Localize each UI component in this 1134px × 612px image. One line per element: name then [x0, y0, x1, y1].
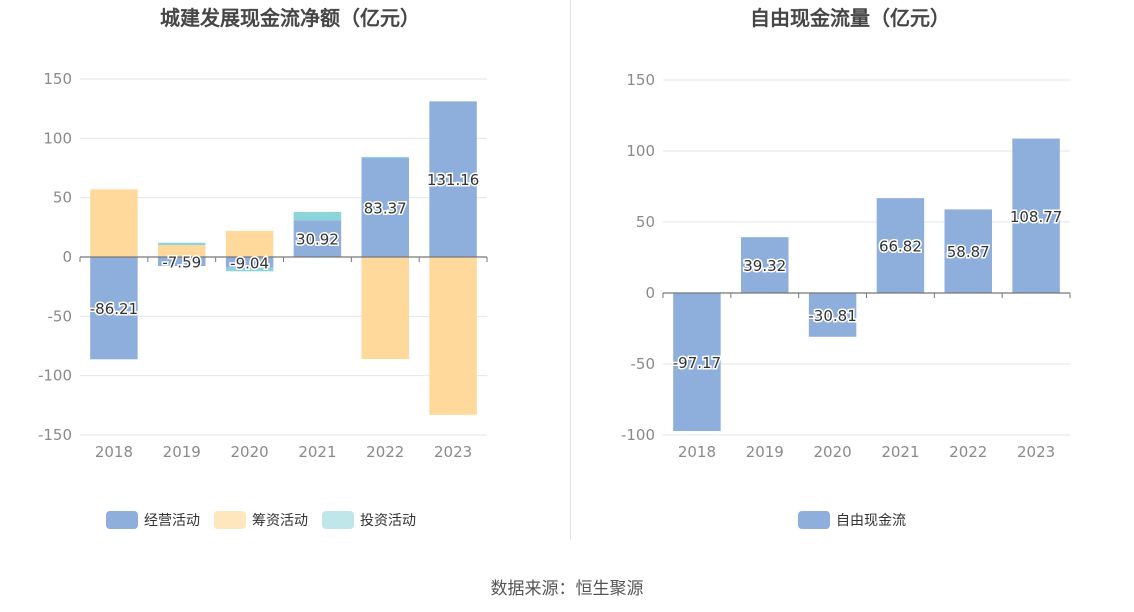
legend-label-free-cf: 自由现金流: [836, 513, 906, 529]
bar-cashflow-s1-2018: [90, 189, 138, 257]
y-tick-label: 0: [645, 284, 655, 302]
bar-freecf-s0-2020: [808, 293, 857, 337]
y-tick-label: -150: [38, 426, 72, 444]
x-tick-label: 2020: [813, 443, 851, 461]
cash-flow-net-chart: 150 100 50 0 -50 -100 -150 2018 2019 2020 2021 2022…: [38, 70, 488, 461]
legend-swatch-investing: [322, 511, 354, 529]
data-label: -86.21: [90, 300, 138, 318]
chart-divider: [570, 0, 571, 540]
legend-swatch-financing: [214, 511, 246, 529]
bar-cashflow-s2-2022: [361, 156, 409, 159]
free-cash-flow-chart: 150 100 50 0 -50 -100 2018 2019 2020 2021 2022 2023…: [621, 71, 1071, 461]
bar-cashflow-s0-2019: [158, 257, 206, 267]
data-label: -9.04: [230, 254, 269, 272]
data-label: 108.77: [1010, 208, 1062, 226]
x-tick-label: 2018: [678, 443, 716, 461]
data-label: 131.16: [427, 171, 480, 189]
legend-swatch-free-cf: [798, 511, 830, 529]
left-chart-legend: 经营活动 筹资活动 投资活动: [106, 510, 430, 530]
y-tick-label: 150: [626, 71, 655, 89]
legend-swatch-operating: [106, 511, 138, 529]
x-tick-label: 2019: [746, 443, 784, 461]
y-tick-label: -50: [631, 355, 656, 373]
bar-freecf-s0-2019: [741, 237, 789, 293]
data-label: 58.87: [947, 243, 990, 261]
legend-item-investing[interactable]: 投资活动: [322, 510, 416, 530]
left-chart-title: 城建发展现金流净额（亿元）: [160, 6, 420, 30]
data-source-note: 数据来源：恒生聚源: [490, 579, 644, 599]
bar-cashflow-s0-2020: [225, 257, 274, 268]
right-chart-legend: 自由现金流: [798, 510, 920, 530]
bar-cashflow-s1-2019: [158, 245, 206, 257]
bar-freecf-s0-2022: [944, 209, 992, 293]
data-label: -7.59: [162, 254, 201, 272]
legend-item-financing[interactable]: 筹资活动: [214, 510, 308, 530]
right-chart-title: 自由现金流量（亿元）: [750, 6, 950, 30]
x-tick-label: 2018: [95, 443, 133, 461]
legend-item-operating[interactable]: 经营活动: [106, 510, 200, 530]
legend-item-free-cf[interactable]: 自由现金流: [798, 510, 906, 530]
data-label: -30.81: [808, 307, 856, 325]
bar-cashflow-s0-2023: [429, 101, 477, 257]
x-tick-label: 2022: [366, 443, 404, 461]
bar-cashflow-s2-2021: [293, 212, 342, 221]
bar-cashflow-s1-2020: [225, 230, 274, 257]
bar-cashflow-s1-2023: [429, 257, 477, 415]
data-label: 39.32: [743, 257, 786, 275]
y-tick-label: 50: [53, 189, 72, 207]
data-label: 83.37: [364, 200, 407, 218]
bar-freecf-s0-2021: [876, 198, 925, 293]
x-tick-label: 2021: [298, 443, 336, 461]
bar-cashflow-s0-2018: [90, 257, 138, 360]
bar-cashflow-s2-2020: [225, 267, 274, 272]
x-tick-label: 2023: [434, 443, 472, 461]
bar-freecf-s0-2023: [1012, 138, 1060, 293]
y-tick-label: 100: [626, 142, 655, 160]
y-tick-label: -100: [621, 426, 655, 444]
y-tick-label: 50: [636, 213, 655, 231]
x-tick-label: 2021: [881, 443, 919, 461]
legend-label-investing: 投资活动: [360, 513, 416, 529]
data-label: 66.82: [879, 238, 922, 256]
legend-label-operating: 经营活动: [144, 513, 200, 529]
data-label: 30.92: [296, 231, 339, 249]
bar-freecf-s0-2018: [673, 293, 721, 431]
x-tick-label: 2022: [949, 443, 987, 461]
legend-label-financing: 筹资活动: [252, 513, 308, 529]
y-tick-label: 0: [62, 248, 72, 266]
data-label: -97.17: [673, 354, 721, 372]
bar-cashflow-s0-2021: [293, 220, 342, 257]
y-tick-label: 100: [43, 129, 72, 147]
x-tick-label: 2019: [163, 443, 201, 461]
y-tick-label: 150: [43, 70, 72, 88]
x-tick-label: 2020: [230, 443, 268, 461]
bar-cashflow-s0-2022: [361, 158, 409, 257]
y-tick-label: -100: [38, 367, 72, 385]
y-tick-label: -50: [48, 307, 73, 325]
bar-cashflow-s2-2019: [158, 242, 206, 246]
bar-cashflow-s1-2022: [361, 257, 409, 360]
x-tick-label: 2023: [1017, 443, 1055, 461]
